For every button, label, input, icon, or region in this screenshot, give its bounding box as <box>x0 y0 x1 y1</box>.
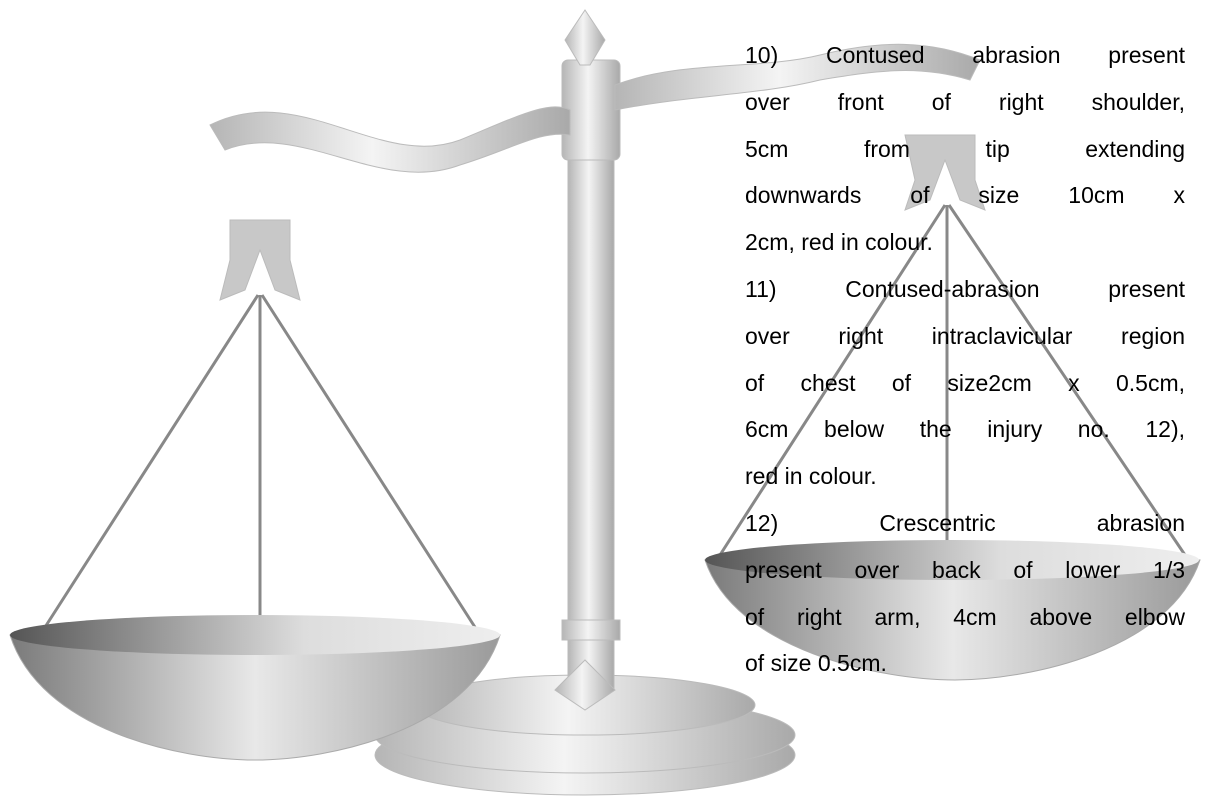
text-line: downwards of size 10cm x <box>745 172 1185 219</box>
text-line: 2cm, red in colour. <box>745 219 1185 266</box>
text-line: of right arm, 4cm above elbow <box>745 594 1185 641</box>
text-line: 12) Crescentric abrasion <box>745 500 1185 547</box>
text-line: 11) Contused-abrasion present <box>745 266 1185 313</box>
text-line: over right intraclavicular region <box>745 313 1185 360</box>
text-line: over front of right shoulder, <box>745 79 1185 126</box>
page: 10) Contused abrasion presentover front … <box>0 0 1208 797</box>
text-line: of size 0.5cm. <box>745 640 1185 687</box>
text-line: red in colour. <box>745 453 1185 500</box>
text-line: present over back of lower 1/3 <box>745 547 1185 594</box>
text-line: of chest of size2cm x 0.5cm, <box>745 360 1185 407</box>
text-line: 5cm from tip extending <box>745 126 1185 173</box>
text-line: 6cm below the injury no. 12), <box>745 406 1185 453</box>
text-line: 10) Contused abrasion present <box>745 32 1185 79</box>
